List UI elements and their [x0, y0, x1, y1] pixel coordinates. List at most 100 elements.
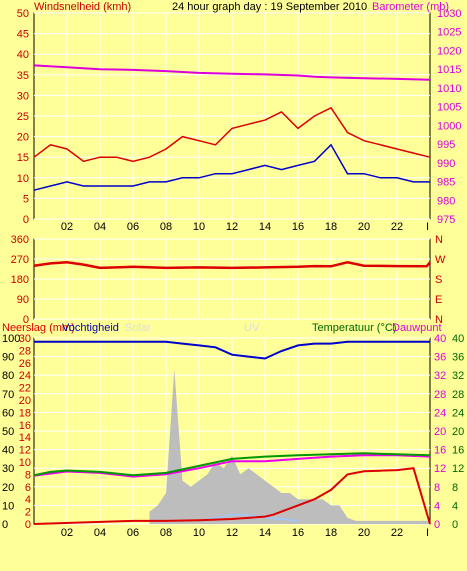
y-tick-label: 45	[17, 29, 29, 41]
x-tick-label: 08	[160, 527, 172, 539]
temperature-tick-label: 28	[452, 389, 464, 401]
x-ticks: 02 04 06 08 10 12 14 16 18 20 22 I	[61, 527, 429, 539]
rain-tick-label: 4	[25, 494, 31, 506]
y-left-ticks: 0 5 10 15 20 25 30 35 40 45 50	[17, 8, 29, 226]
y-tick-label: 25	[17, 111, 29, 123]
y-tick-label: 50	[17, 8, 29, 20]
x-tick-label: 22	[391, 221, 403, 233]
x-tick-label: 10	[193, 221, 205, 233]
humidity-tick-label: 60	[2, 407, 14, 419]
x-end-tick: I	[426, 527, 429, 539]
y-right-tick-label: 975	[437, 214, 455, 226]
temperature-tick-label: 4	[452, 500, 458, 512]
x-tick-label: 20	[358, 221, 370, 233]
grid	[34, 12, 430, 220]
x-tick-label: 02	[61, 221, 73, 233]
rain-tick-label: 28	[19, 345, 31, 357]
temperature-tick-label: 0	[452, 519, 458, 531]
x-tick-label: 14	[259, 221, 271, 233]
dewpoint-tick-label: 40	[434, 333, 446, 345]
dewpoint-tick-label: 8	[434, 482, 440, 494]
temperature-tick-label: 36	[452, 352, 464, 364]
dewpoint-tick-label: 36	[434, 352, 446, 364]
x-tick-label: 04	[94, 527, 106, 539]
x-tick-label: 18	[325, 527, 337, 539]
rain-tick-label: 16	[19, 420, 31, 432]
temperature-tick-label: 8	[452, 482, 458, 494]
x-tick-label: 16	[292, 221, 304, 233]
y-right-ticks: 975 980 985 990 995 1000 1005 1010 1015 1020 1025 1…	[437, 8, 461, 226]
temperature-tick-label: 16	[452, 445, 464, 457]
dewpoint-label: Dauwpunt	[392, 322, 442, 334]
y-right-tick-label: 1010	[437, 83, 461, 95]
humidity-tick-label: 30	[2, 463, 14, 475]
humidity-tick-label: 50	[2, 426, 14, 438]
wind-speed-label: Windsnelheid (kmh)	[34, 1, 131, 13]
rain-tick-label: 14	[19, 432, 31, 444]
series-line-1	[33, 106, 431, 163]
rain-tick-label: 18	[19, 407, 31, 419]
compass-letter: N	[435, 314, 443, 326]
temperature-tick-label: 12	[452, 463, 464, 475]
x-tick-label: 08	[160, 221, 172, 233]
series	[33, 261, 431, 270]
uv-label: UV	[244, 322, 260, 334]
x-tick-label: 12	[226, 221, 238, 233]
dewpoint-tick-label: 12	[434, 463, 446, 475]
dewpoint-tick-label: 32	[434, 370, 446, 382]
series	[33, 340, 431, 525]
y-tick-label: 270	[11, 254, 29, 266]
direction-line	[33, 261, 431, 270]
solar-label: Solar	[125, 322, 151, 334]
y-right-tick-label: 1020	[437, 45, 461, 57]
series-line-2	[33, 143, 430, 191]
y-right-tick-label: 985	[437, 177, 455, 189]
dewpoint-tick-label: 28	[434, 389, 446, 401]
temperature-label: Temperatuur (°C)	[312, 322, 396, 334]
humidity-tick-label: 40	[2, 445, 14, 457]
barometer-label: Barometer (mb)	[372, 1, 449, 13]
temperature-tick-label: 20	[452, 426, 464, 438]
y-tick-label: 0	[23, 314, 29, 326]
y-right-tick-label: 1015	[437, 64, 461, 76]
x-tick-label: 10	[193, 527, 205, 539]
compass-letter: S	[435, 274, 442, 286]
x-tick-label: 14	[259, 527, 271, 539]
humidity-line	[34, 340, 430, 360]
rain-label: Neerslag (mm)	[2, 322, 75, 334]
y-tick-label: 90	[17, 294, 29, 306]
y-tick-label: 0	[23, 214, 29, 226]
y-tick-label: 15	[17, 152, 29, 164]
x-tick-label: 06	[127, 221, 139, 233]
y-tick-label: 360	[11, 234, 29, 246]
temperature-tick-label: 40	[452, 333, 464, 345]
temperature-line	[33, 452, 431, 477]
dewpoint-tick-label: 0	[434, 519, 440, 531]
rain-tick-label: 24	[19, 370, 31, 382]
rain-tick-label: 6	[25, 482, 31, 494]
rain-tick-label: 20	[19, 395, 31, 407]
solar-area	[149, 369, 430, 524]
temperature-tick-label: 32	[452, 370, 464, 382]
humidity-tick-label: 20	[2, 482, 14, 494]
x-tick-label: 06	[127, 527, 139, 539]
humidity-tick-label: 10	[2, 500, 14, 512]
dewpoint-tick-label: 16	[434, 445, 446, 457]
x-end-tick: I	[426, 221, 429, 233]
rain-line	[33, 467, 431, 525]
y-right-tick-label: 1000	[437, 120, 461, 132]
y-tick-label: 10	[17, 173, 29, 185]
y-right-tick-label: 1025	[437, 27, 461, 39]
humidity-tick-label: 0	[2, 519, 8, 531]
humidity-tick-label: 70	[2, 389, 14, 401]
x-tick-label: 22	[391, 527, 403, 539]
grid	[34, 238, 430, 320]
dewpoint-tick-label: 4	[434, 500, 440, 512]
y-right-tick-label: 1005	[437, 102, 461, 114]
series-line-0	[33, 64, 431, 81]
